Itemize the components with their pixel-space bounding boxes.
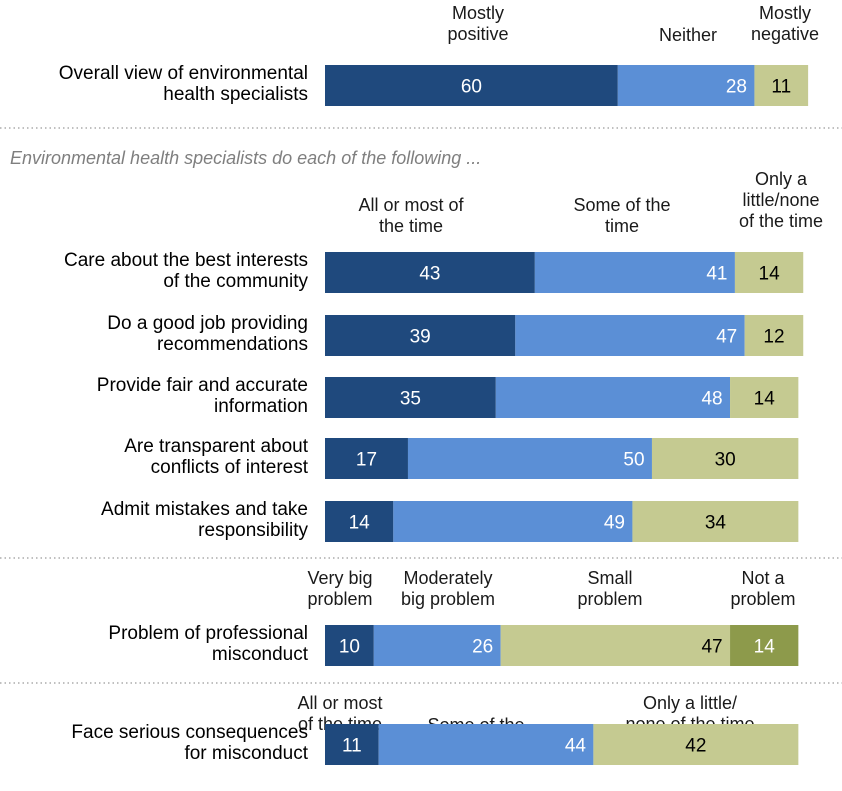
bar-segment (378, 724, 594, 765)
data-label: 30 (715, 450, 736, 471)
bar-segment (593, 724, 799, 765)
data-label: 47 (716, 327, 737, 348)
data-label: 14 (349, 513, 371, 534)
bar-segment (393, 501, 633, 542)
data-label: 14 (754, 637, 776, 658)
legend-label: Neither (659, 25, 717, 45)
row-label: Provide fair and accurate information (97, 375, 308, 417)
legend-label: Mostly negative (751, 3, 819, 44)
bar-segment (730, 377, 799, 418)
legend-label: All or most of the time (358, 195, 464, 236)
bar-segment (754, 65, 809, 106)
legend-label: Small problem (577, 568, 642, 609)
legend-label: Mostly positive (447, 3, 508, 44)
data-label: 11 (771, 77, 791, 98)
row-label: Admit mistakes and take responsibility (101, 499, 308, 541)
legend-label: Moderately big problem (401, 568, 495, 609)
bar-segment (325, 65, 618, 106)
data-label: 44 (565, 736, 587, 757)
data-label: 10 (339, 637, 360, 658)
legend-label: Not a problem (730, 568, 795, 609)
chart-subtitle: Environmental health specialists do each… (10, 148, 481, 168)
data-label: 41 (706, 264, 727, 285)
bar-segment (515, 315, 745, 356)
row-label: Are transparent about conflicts of intere… (124, 436, 309, 478)
data-label: 43 (419, 264, 440, 285)
data-label: 34 (705, 513, 727, 534)
data-label: 14 (754, 389, 776, 410)
data-label: 28 (726, 77, 747, 98)
row-label: Do a good job providing recommendations (107, 313, 308, 355)
bar-segment (500, 625, 731, 666)
row-label: Care about the best interests of the comm… (64, 250, 308, 292)
bar-segment (325, 625, 374, 666)
legend-label: Only a little/none of the time (739, 169, 823, 231)
bar-segment (495, 377, 731, 418)
bar-segment (734, 252, 804, 293)
data-label: 11 (342, 736, 362, 757)
data-label: 50 (623, 450, 644, 471)
data-label: 60 (461, 77, 482, 98)
row-label: Problem of professional misconduct (108, 623, 308, 665)
bar-segment (325, 501, 394, 542)
data-label: 49 (604, 513, 625, 534)
data-label: 39 (410, 327, 431, 348)
data-label: 17 (356, 450, 377, 471)
data-label: 35 (400, 389, 421, 410)
data-label: 12 (763, 327, 784, 348)
bar-segment (534, 252, 735, 293)
bar-segment (325, 724, 379, 765)
bar-segment (744, 315, 804, 356)
bar-segment (617, 65, 755, 106)
legend-label: Very big problem (307, 568, 372, 609)
bar-segment (651, 438, 799, 479)
data-label: 26 (472, 637, 493, 658)
bar-segment (325, 438, 408, 479)
bar-segment (407, 438, 652, 479)
data-label: 14 (759, 264, 781, 285)
bar-segment (632, 501, 799, 542)
data-label: 48 (701, 389, 722, 410)
bar-segment (325, 252, 535, 293)
bar-segment (325, 377, 496, 418)
row-label: Face serious consequences for misconduct (71, 722, 308, 764)
row-label: Overall view of environmental health spec… (59, 63, 308, 105)
bar-segment (325, 315, 516, 356)
data-label: 42 (685, 736, 706, 757)
bar-segment (730, 625, 799, 666)
bar-segment (373, 625, 501, 666)
data-label: 47 (701, 637, 722, 658)
